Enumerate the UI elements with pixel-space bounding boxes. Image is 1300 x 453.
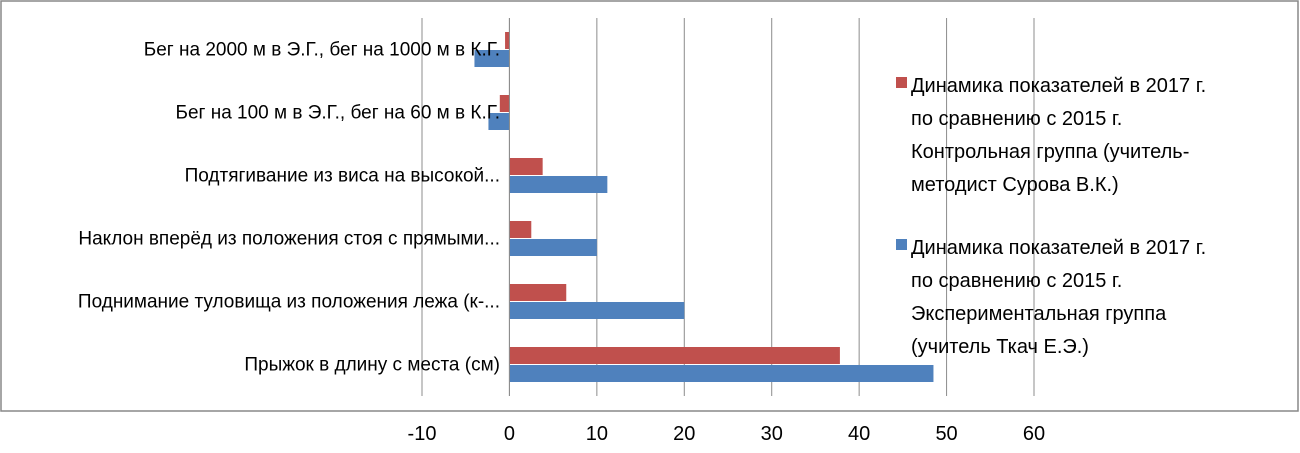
bar-control-group	[509, 284, 567, 301]
bar-control-group	[505, 32, 510, 49]
x-tick-labels: -10 0 10 20 30 40 50 60	[408, 423, 1046, 445]
x-tick-label: 20	[673, 423, 695, 445]
x-tick-label: 40	[848, 423, 870, 445]
bar-experimental-group	[474, 50, 510, 67]
legend-entry-text: методист Сурова В.К.)	[911, 174, 1119, 196]
x-tick-label: -10	[408, 423, 437, 445]
x-tick-label: 10	[586, 423, 608, 445]
bar-experimental-group	[509, 239, 597, 256]
legend-swatch-experimental	[896, 239, 907, 250]
category-labels: Прыжок в длину с места (см) Поднимание ту…	[78, 40, 500, 376]
legend-entry-text: Динамика показателей в 2017 г.	[911, 75, 1206, 97]
bars-layer	[474, 32, 934, 382]
category-label: Бег на 2000 м в Э.Г., бег на 1000 м в К.…	[144, 40, 500, 61]
legend-entry-text: Контрольная группа (учитель-	[911, 141, 1189, 163]
bar-experimental-group	[509, 302, 685, 319]
bar-experimental-group	[488, 113, 510, 130]
bar-experimental-group	[509, 176, 608, 193]
legend-entry-text: Динамика показателей в 2017 г.	[911, 237, 1206, 259]
x-tick-label: 60	[1023, 423, 1045, 445]
category-label: Подтягивание из виса на высокой...	[185, 166, 500, 187]
bar-control-group	[499, 95, 510, 112]
legend-swatch-control	[896, 77, 907, 88]
category-label: Наклон вперёд из положения стоя с прямым…	[78, 229, 500, 250]
bar-control-group	[509, 158, 543, 175]
bar-control-group	[509, 347, 840, 364]
chart-frame	[0, 0, 1299, 412]
x-tick-label: 0	[504, 423, 515, 445]
legend-entry-text: по сравнению с 2015 г.	[911, 270, 1122, 292]
category-label: Поднимание туловища из положения лежа (к…	[78, 292, 500, 313]
category-label: Прыжок в длину с места (см)	[244, 355, 500, 376]
legend-entry-text: Экспериментальная группа	[911, 303, 1167, 325]
legend-entry-text: по сравнению с 2015 г.	[911, 108, 1122, 130]
x-tick-label: 30	[761, 423, 783, 445]
bar-control-group	[509, 221, 532, 238]
x-tick-label: 50	[935, 423, 957, 445]
bar-experimental-group	[509, 365, 934, 382]
legend-entry-text: (учитель Ткач Е.Э.)	[911, 336, 1089, 358]
category-label: Бег на 100 м в Э.Г., бег на 60 м в К.Г.	[175, 103, 500, 124]
legend: Динамика показателей в 2017 г. по сравнен…	[896, 75, 1206, 358]
